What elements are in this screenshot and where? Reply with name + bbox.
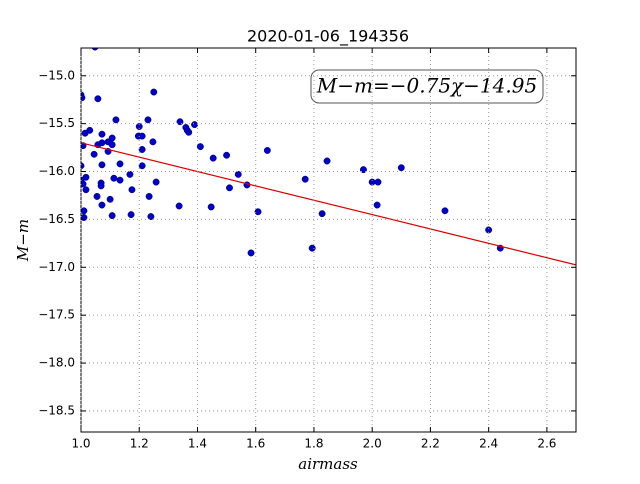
point bbox=[82, 173, 90, 181]
x-tick-label: 1.0 bbox=[71, 437, 90, 451]
point bbox=[97, 182, 105, 190]
point bbox=[209, 154, 217, 162]
point bbox=[81, 207, 88, 215]
point bbox=[108, 141, 116, 149]
point bbox=[323, 157, 331, 165]
point bbox=[116, 176, 124, 184]
point bbox=[301, 175, 309, 183]
point bbox=[223, 151, 231, 159]
point bbox=[441, 207, 449, 215]
point bbox=[82, 186, 90, 194]
point bbox=[175, 202, 183, 210]
point bbox=[226, 184, 233, 192]
y-tick-label: −17.5 bbox=[38, 308, 75, 322]
annotation-box bbox=[310, 69, 544, 104]
point bbox=[207, 203, 215, 211]
point bbox=[98, 130, 106, 138]
point bbox=[196, 143, 204, 151]
x-tick-label: 2.0 bbox=[363, 437, 382, 451]
y-tick-label: −18.5 bbox=[38, 403, 75, 417]
chart-title: 2020-01-06_194356 bbox=[247, 27, 409, 47]
point bbox=[98, 139, 106, 147]
point bbox=[81, 180, 87, 188]
point bbox=[116, 160, 124, 168]
annotation: M−m=−0.75χ−14.95 bbox=[316, 74, 537, 98]
point bbox=[147, 213, 155, 220]
y-tick-label: −16.5 bbox=[38, 212, 75, 226]
point bbox=[485, 226, 493, 234]
point bbox=[191, 121, 199, 129]
point bbox=[397, 164, 405, 172]
y-tick-label: −16.0 bbox=[38, 164, 75, 178]
point bbox=[185, 128, 193, 136]
point bbox=[94, 95, 102, 103]
point bbox=[149, 138, 157, 146]
x-axis-label: airmass bbox=[298, 455, 358, 473]
plot-area bbox=[81, 48, 576, 266]
point bbox=[374, 178, 382, 186]
point bbox=[263, 147, 271, 154]
x-tick-label: 2.2 bbox=[421, 437, 440, 451]
point bbox=[150, 88, 158, 96]
point bbox=[106, 195, 114, 203]
point bbox=[98, 201, 106, 209]
point bbox=[247, 249, 255, 257]
point bbox=[128, 186, 136, 194]
y-tick-label: −15.0 bbox=[38, 68, 75, 82]
y-tick-label: −17.0 bbox=[38, 260, 75, 274]
fit-line bbox=[81, 142, 576, 266]
point bbox=[90, 150, 98, 158]
point bbox=[98, 161, 106, 169]
point bbox=[254, 208, 262, 216]
point bbox=[93, 192, 101, 200]
y-tick-label: −18.0 bbox=[38, 356, 75, 370]
point bbox=[127, 211, 135, 219]
x-tick-label: 1.2 bbox=[130, 437, 149, 451]
x-tick-label: 1.8 bbox=[304, 437, 323, 451]
point bbox=[91, 48, 99, 51]
point bbox=[145, 192, 153, 200]
point bbox=[152, 178, 160, 186]
point bbox=[138, 162, 146, 170]
point bbox=[81, 94, 86, 102]
point bbox=[318, 210, 326, 218]
x-tick-label: 1.6 bbox=[246, 437, 265, 451]
point bbox=[138, 132, 146, 140]
y-tick-label: −15.5 bbox=[38, 116, 75, 130]
point bbox=[135, 123, 143, 130]
point bbox=[126, 170, 134, 178]
point bbox=[234, 170, 242, 178]
point bbox=[110, 174, 118, 182]
point bbox=[144, 116, 152, 124]
x-tick-label: 2.6 bbox=[537, 437, 556, 451]
point bbox=[112, 116, 120, 124]
y-axis-label: M−m bbox=[14, 219, 32, 262]
point bbox=[138, 146, 146, 153]
point bbox=[108, 212, 116, 220]
x-tick-label: 2.4 bbox=[479, 437, 498, 451]
x-tick-label: 1.4 bbox=[188, 437, 207, 451]
point bbox=[86, 126, 94, 134]
point bbox=[373, 201, 381, 209]
point bbox=[308, 244, 316, 252]
